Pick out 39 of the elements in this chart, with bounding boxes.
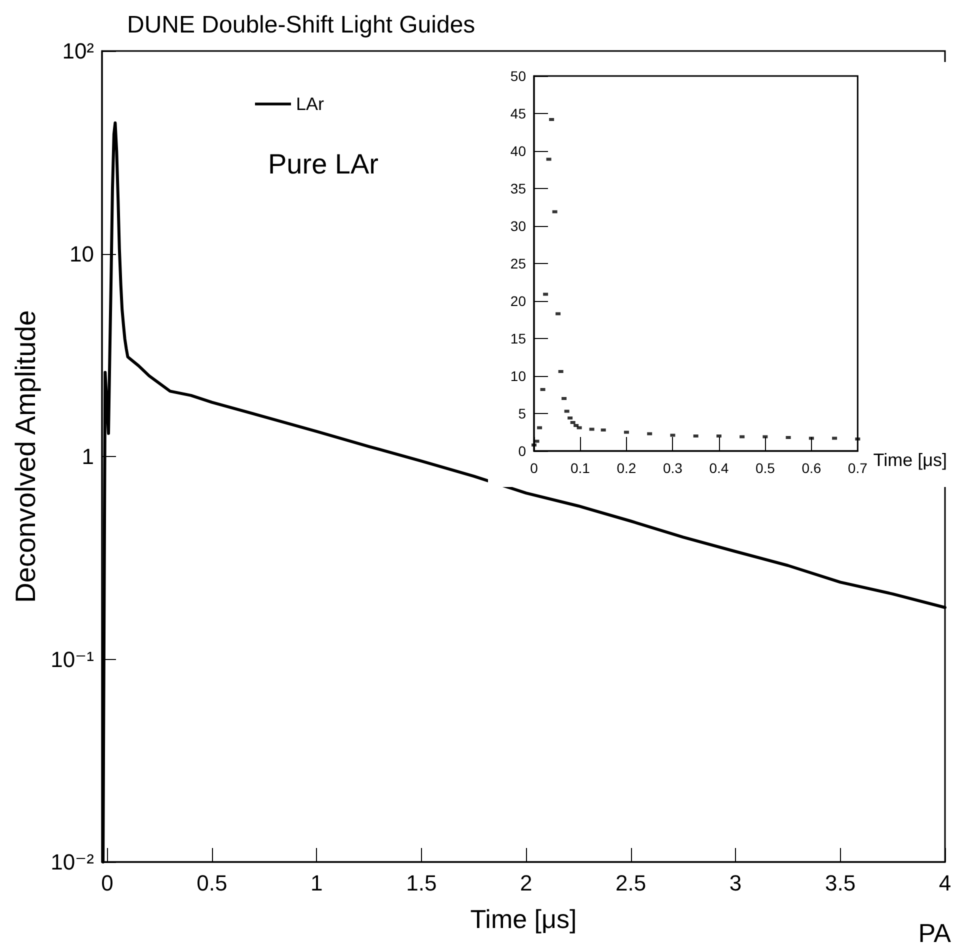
x-tick-label: 0.6 bbox=[802, 460, 822, 476]
annotation: Pure LAr bbox=[268, 148, 378, 180]
y-tick-label: 40 bbox=[510, 143, 526, 159]
x-tick-label: 3 bbox=[729, 870, 742, 896]
x-tick-label: 1 bbox=[310, 870, 323, 896]
x-tick-label: 1.5 bbox=[406, 870, 437, 896]
x-tick-label: 3.5 bbox=[824, 870, 856, 896]
x-tick-label: 4 bbox=[938, 870, 952, 896]
y-tick-label: 10² bbox=[62, 38, 94, 64]
x-tick-label: 0.5 bbox=[196, 870, 228, 896]
y-axis-title: Deconvolved Amplitude bbox=[10, 310, 42, 603]
x-tick-label: 0 bbox=[530, 460, 538, 476]
y-tick-label: 25 bbox=[510, 256, 526, 272]
x-tick-label: 0.4 bbox=[709, 460, 729, 476]
y-tick-label: 10⁻¹ bbox=[50, 646, 94, 672]
x-tick-label: 0.3 bbox=[662, 460, 683, 476]
x-tick-label: 0 bbox=[101, 870, 114, 896]
x-tick-label: 0.2 bbox=[616, 460, 636, 476]
x-tick-label: 0.5 bbox=[755, 460, 776, 476]
y-tick-label: 15 bbox=[510, 330, 526, 346]
x-axis-title: Time [μs] bbox=[470, 904, 577, 934]
y-tick-label: 50 bbox=[510, 68, 526, 84]
y-tick-label: 30 bbox=[510, 218, 526, 234]
y-tick-label: 5 bbox=[518, 406, 526, 422]
y-tick-label: 0 bbox=[518, 443, 526, 459]
x-tick-label: 0.7 bbox=[848, 460, 868, 476]
y-tick-label: 10⁻² bbox=[50, 850, 94, 874]
text: PA bbox=[918, 918, 952, 946]
y-tick-label: 45 bbox=[510, 106, 526, 122]
y-tick-label: 10 bbox=[510, 368, 526, 384]
x-tick-label: 2.5 bbox=[616, 870, 646, 896]
legend-label: LAr bbox=[296, 94, 324, 114]
chart-title: DUNE Double-Shift Light Guides bbox=[127, 12, 476, 38]
x-axis-title: Time [μs] bbox=[873, 450, 947, 470]
y-tick-label: 20 bbox=[510, 293, 526, 309]
x-tick-label: 0.1 bbox=[570, 460, 590, 476]
x-tick-label: 2 bbox=[520, 870, 532, 896]
y-tick-label: 10 bbox=[70, 241, 94, 266]
y-tick-label: 35 bbox=[510, 180, 526, 196]
